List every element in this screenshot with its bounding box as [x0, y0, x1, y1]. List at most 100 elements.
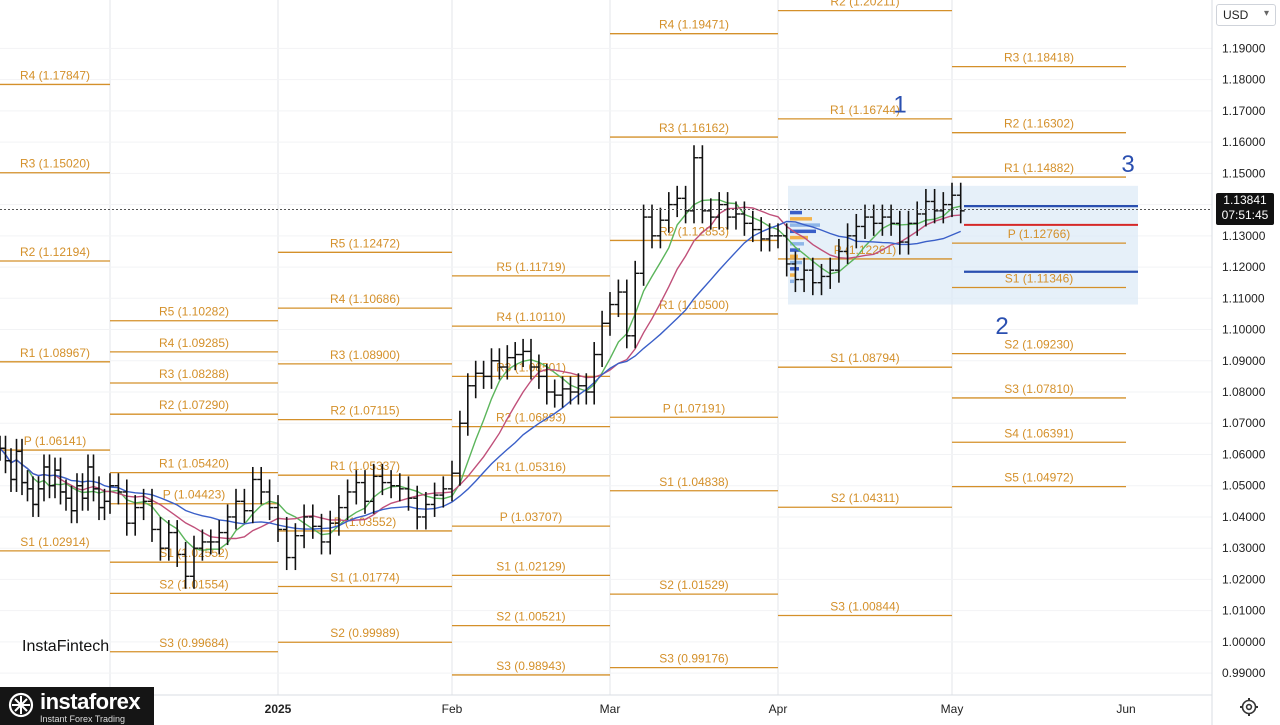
pivot-label-r1: R1 (1.05316): [496, 460, 566, 474]
pivot-label-r2: R2 (1.12194): [20, 245, 90, 259]
wave-label-1: 1: [893, 91, 906, 118]
pivot-label-s1: S1 (1.08794): [830, 351, 899, 365]
pivot-label-s3: S3 (1.00844): [830, 600, 899, 614]
pivot-label-r3: R3 (1.15020): [20, 157, 90, 171]
chevron-down-icon: ▾: [1263, 8, 1269, 19]
pivot-label-r2: R2 (1.06893): [496, 411, 566, 425]
slow-ma-line: [0, 220, 961, 530]
x-tick-label: Apr: [769, 702, 788, 716]
pivot-label-s3: S3 (0.99176): [659, 652, 728, 666]
last-price: 1.13841: [1223, 193, 1267, 207]
y-tick-label: 1.02000: [1222, 572, 1266, 586]
profile-bar: [790, 279, 794, 284]
pivot-label-r5: R5 (1.11719): [496, 260, 565, 274]
pivot-label-r4: R4 (1.10686): [330, 292, 400, 306]
pivot-label-s5: S5 (1.04972): [1004, 471, 1073, 485]
y-tick-label: 1.05000: [1222, 479, 1266, 493]
x-tick-label: Mar: [600, 702, 621, 716]
y-tick-label: 0.99000: [1222, 666, 1266, 680]
y-tick-label: 1.17000: [1222, 104, 1266, 118]
range-box-lines: [964, 205, 1138, 273]
pivot-label-s2: S2 (1.04311): [831, 491, 900, 505]
pivot-label-r1: R1 (1.14882): [1004, 161, 1074, 175]
pivot-label-s2: S2 (1.09230): [1004, 338, 1073, 352]
pivot-label-r1: R1 (1.16744): [830, 103, 900, 117]
profile-bar: [790, 254, 798, 259]
pivot-label-r4: R4 (1.17847): [20, 68, 90, 82]
pivot-label-r2: R2 (1.20211): [830, 0, 899, 9]
pivot-label-r5: R5 (1.12472): [330, 236, 400, 250]
pivot-label-p: P (1.12766): [1008, 227, 1071, 241]
ohlc-bars: [0, 145, 965, 589]
pivot-label-r2: R2 (1.16302): [1004, 117, 1074, 131]
pivot-label-r1: R1 (1.08967): [20, 346, 90, 360]
pivot-label-r4: R4 (1.10110): [496, 310, 565, 324]
pivot-label-s1: S1 (1.11346): [1005, 271, 1074, 285]
y-tick-label: 1.11000: [1222, 291, 1265, 305]
pivot-label-s2: S2 (0.99989): [330, 626, 399, 640]
profile-bar: [790, 267, 799, 271]
pivot-label-p: P (1.04423): [163, 488, 226, 502]
logo-name: instaforex: [40, 689, 141, 714]
y-tick-label: 1.18000: [1222, 73, 1266, 87]
settings-gear-icon[interactable]: [1238, 696, 1260, 718]
y-tick-label: 1.15000: [1222, 166, 1266, 180]
wave-labels: 1 2 3: [893, 91, 1134, 340]
pivot-label-p: P (1.07191): [663, 401, 726, 415]
pivot-label-s1: S1 (1.04838): [659, 475, 728, 489]
pivot-label-s2: S2 (1.01529): [659, 578, 728, 592]
pivot-label-r2: R2 (1.07290): [159, 398, 229, 412]
currency-label: USD: [1223, 8, 1249, 22]
pivot-label-s3: S3 (1.07810): [1004, 382, 1073, 396]
pivot-label-p: P (1.12261): [834, 243, 897, 257]
profile-bar: [790, 273, 796, 277]
pivot-label-s1: S1 (1.02914): [20, 535, 89, 549]
currency-selector[interactable]: USD ▾: [1216, 4, 1276, 26]
profile-bar: [790, 248, 800, 252]
mid-ma-line: [0, 206, 961, 540]
pivot-label-s2: S2 (1.00521): [496, 610, 565, 624]
pivot-label-p: P (1.03707): [500, 510, 563, 524]
y-tick-label: 1.04000: [1222, 510, 1266, 524]
pivot-label-r3: R3 (1.16162): [659, 121, 729, 135]
instaforex-logo: instaforex Instant Forex Trading: [0, 687, 154, 725]
last-price-tag: 1.13841 07:51:45: [1216, 193, 1274, 225]
pivot-label-r2: R2 (1.07115): [330, 404, 399, 418]
profile-bar: [790, 217, 812, 221]
brand-watermark: InstaFintech: [22, 638, 110, 655]
pivot-label-r1: R1 (1.10500): [659, 298, 729, 312]
profile-bar: [790, 229, 816, 234]
pivot-label-s3: S3 (0.99684): [159, 636, 228, 650]
wave-label-3: 3: [1121, 151, 1134, 178]
y-tick-label: 1.07000: [1222, 416, 1266, 430]
y-tick-label: 1.19000: [1222, 41, 1266, 55]
y-tick-label: 1.13000: [1222, 229, 1266, 243]
pivot-label-s1: S1 (1.02129): [496, 559, 565, 573]
pivot-label-s3: S3 (0.98943): [496, 659, 565, 673]
pivot-label-p: P (1.06141): [24, 434, 87, 448]
x-tick-label: 2025: [265, 702, 292, 716]
y-tick-label: 1.06000: [1222, 447, 1266, 461]
pivot-label-r3: R3 (1.08900): [330, 348, 400, 362]
pivot-label-r3: R3 (1.18418): [1004, 51, 1074, 65]
time-axis: 2025 Feb Mar Apr May Jun: [265, 702, 1136, 716]
pivot-label-p: P (1.03552): [334, 515, 397, 529]
y-tick-label: 1.16000: [1222, 135, 1266, 149]
logo-tagline: Instant Forex Trading: [40, 714, 126, 724]
x-tick-label: Feb: [442, 702, 463, 716]
x-tick-label: Jun: [1116, 702, 1135, 716]
y-tick-label: 1.09000: [1222, 354, 1266, 368]
wave-label-2: 2: [995, 313, 1008, 340]
pivot-label-r3: R3 (1.08288): [159, 367, 229, 381]
price-axis: 1.190001.180001.170001.160001.150001.140…: [1222, 41, 1266, 680]
pivot-label-r1: R1 (1.05420): [159, 457, 229, 471]
bar-countdown: 07:51:45: [1221, 208, 1269, 222]
pivot-levels: R4 (1.17847) R3 (1.15020) R2 (1.12194) R1 (…: [0, 0, 1126, 676]
y-tick-label: 1.10000: [1222, 323, 1266, 337]
pivot-label-r4: R4 (1.19471): [659, 18, 729, 32]
profile-bar: [790, 235, 808, 240]
pivot-label-s1: S1 (1.01774): [330, 570, 399, 584]
y-tick-label: 1.03000: [1222, 541, 1266, 555]
profile-bar: [790, 210, 802, 215]
